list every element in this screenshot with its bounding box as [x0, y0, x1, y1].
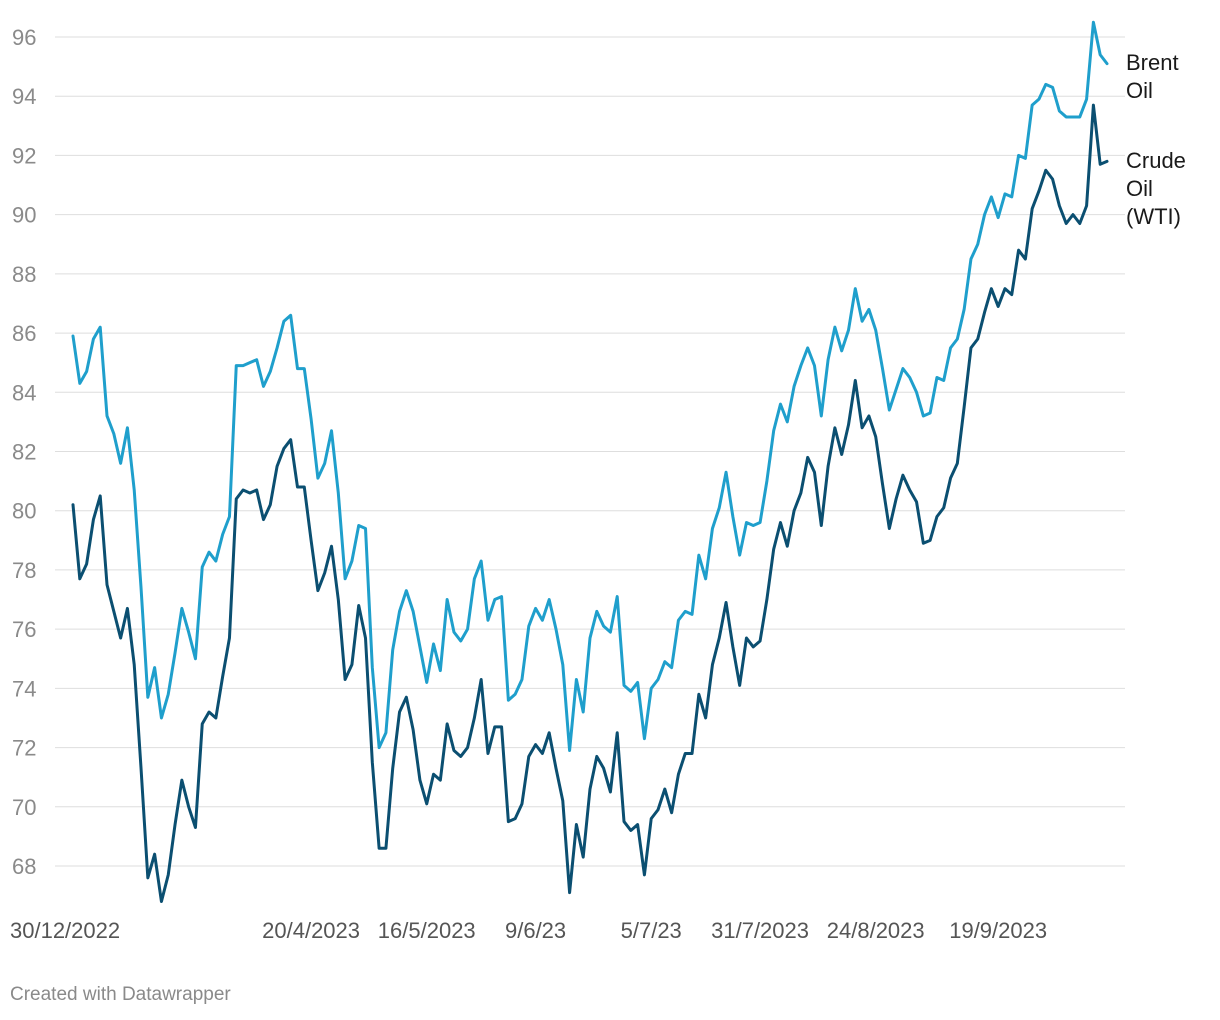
y-tick-label-72: 72	[12, 736, 36, 761]
y-tick-label-78: 78	[12, 558, 36, 583]
y-tick-label-88: 88	[12, 262, 36, 287]
series-label-brent: Oil	[1126, 78, 1153, 103]
x-tick-label: 19/9/2023	[949, 918, 1047, 943]
series-line-wti	[71, 103, 1109, 904]
series-labels: Brent Oil Crude Oil (WTI)	[1126, 50, 1186, 229]
y-tick-label-76: 76	[12, 617, 36, 642]
y-tick-label-86: 86	[12, 321, 36, 346]
x-tick-label: 24/8/2023	[827, 918, 925, 943]
series-label-wti: Oil	[1126, 176, 1153, 201]
y-tick-label-80: 80	[12, 499, 36, 524]
y-tick-label-82: 82	[12, 440, 36, 465]
x-tick-label: 31/7/2023	[711, 918, 809, 943]
y-tick-label-96: 96	[12, 25, 36, 50]
y-tick-label-74: 74	[12, 676, 36, 701]
x-tick-label: 16/5/2023	[378, 918, 476, 943]
y-tick-label-92: 92	[12, 143, 36, 168]
line-chart: 68 70 72 74 76 78 80 82 84 86 88 90 92 94 96 30/12/202…	[10, 20, 1186, 943]
series-label-wti: Crude	[1126, 148, 1186, 173]
x-tick-label: 9/6/23	[505, 918, 566, 943]
gridlines	[55, 36, 1125, 867]
series-lines	[71, 20, 1109, 904]
y-tick-label-94: 94	[12, 84, 36, 109]
datawrapper-credit: Created with Datawrapper	[10, 984, 231, 1005]
y-tick-label-84: 84	[12, 380, 36, 405]
x-tick-label: 5/7/23	[621, 918, 682, 943]
series-label-wti: (WTI)	[1126, 204, 1181, 229]
series-label-brent: Brent	[1126, 50, 1179, 75]
series-line-brent	[71, 20, 1109, 753]
x-axis-ticks: 30/12/2022 20/4/2023 16/5/2023 9/6/23 5/7/23…	[10, 918, 1047, 943]
y-tick-label-68: 68	[12, 854, 36, 879]
y-tick-label-90: 90	[12, 203, 36, 228]
y-tick-label-70: 70	[12, 795, 36, 820]
x-tick-label: 20/4/2023	[262, 918, 360, 943]
y-axis-ticks: 68 70 72 74 76 78 80 82 84 86 88 90 92 94 96	[12, 25, 36, 879]
x-tick-label: 30/12/2022	[10, 918, 120, 943]
